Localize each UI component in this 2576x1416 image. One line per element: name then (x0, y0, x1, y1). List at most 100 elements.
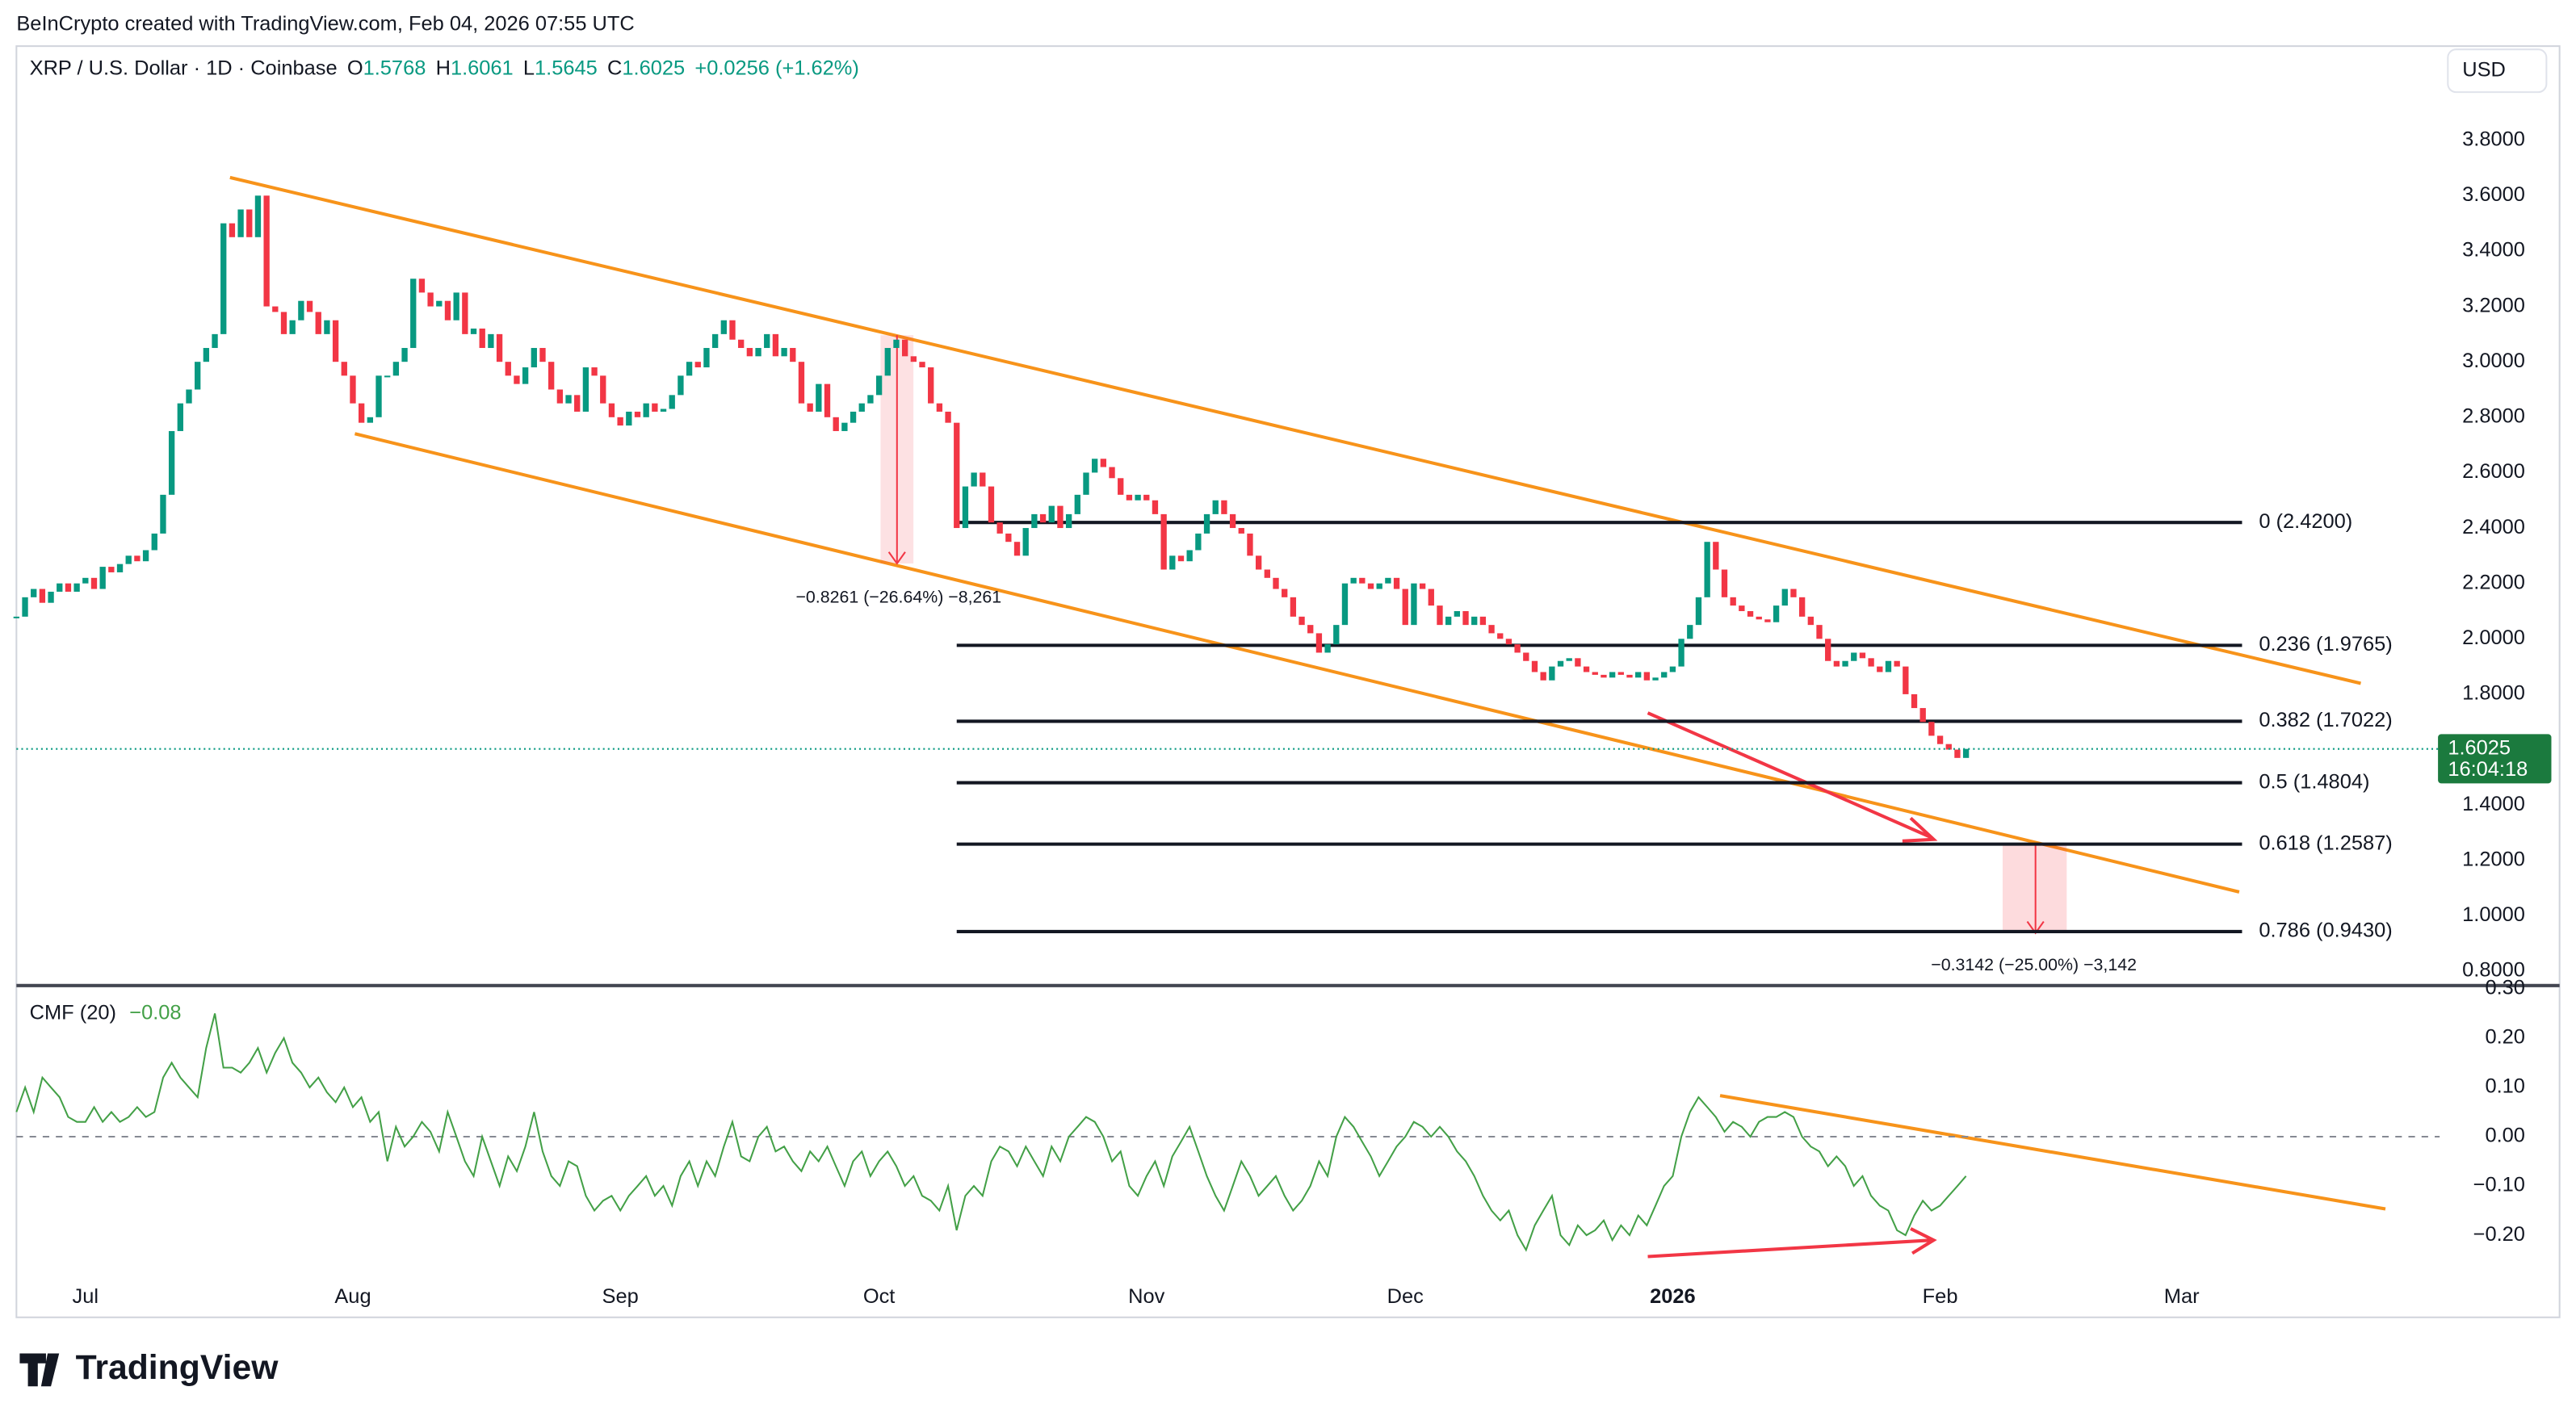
cmf-trendline (1719, 1094, 2386, 1211)
candle (1074, 494, 1080, 514)
candle (928, 367, 934, 404)
quote-value: 1.6061 (451, 57, 514, 79)
candle (1713, 542, 1719, 570)
candle (39, 589, 46, 603)
candle (1203, 513, 1210, 534)
y-tick-label: 3.4000 (2462, 239, 2525, 262)
candle (1764, 619, 1771, 622)
candle (1661, 672, 1668, 678)
channel-lower (354, 432, 2240, 894)
candle (1212, 500, 1219, 514)
candle (125, 555, 132, 564)
candle (1273, 577, 1279, 589)
candle (988, 486, 995, 523)
candle (1255, 555, 1262, 570)
candle (195, 362, 201, 390)
candle (496, 333, 503, 362)
candle (556, 389, 564, 404)
candle (678, 375, 684, 396)
candle (1781, 589, 1788, 606)
y-tick-label: 2.8000 (2462, 405, 2525, 428)
candle (1031, 513, 1038, 529)
candle (90, 577, 98, 589)
candle (1307, 625, 1314, 634)
candle (954, 422, 960, 529)
candle (384, 375, 391, 378)
candle (99, 567, 106, 589)
y-tick-label: 0.10 (2485, 1075, 2524, 1098)
candle (203, 348, 210, 362)
candle (1229, 513, 1236, 529)
candle (1385, 577, 1391, 584)
candle (1247, 533, 1253, 556)
candle (867, 395, 874, 404)
y-tick-label: 1.4000 (2462, 793, 2525, 815)
candle (1195, 533, 1202, 551)
candle (1437, 605, 1443, 626)
candle (755, 348, 761, 357)
candle (1048, 505, 1055, 523)
price-trend-arrow (1647, 711, 1933, 840)
candle (1652, 677, 1659, 681)
candle (246, 209, 253, 237)
candle (1868, 658, 1874, 667)
countdown: 16:04:18 (2448, 758, 2528, 781)
candle (332, 320, 339, 362)
candle (505, 362, 511, 376)
candle (790, 348, 796, 362)
y-tick-label: 1.2000 (2462, 848, 2525, 871)
candle (341, 362, 347, 376)
last-price: 1.6025 (2448, 736, 2511, 759)
candle (1160, 513, 1167, 570)
candle (1842, 660, 1848, 667)
candle (1479, 616, 1487, 626)
candle (807, 403, 813, 412)
candle (358, 403, 365, 423)
cmf-legend: CMF (20) −0.08 (30, 1001, 182, 1024)
candle (781, 348, 787, 357)
candle (1359, 577, 1366, 584)
candle (1471, 616, 1478, 626)
candle (1497, 633, 1504, 639)
candle (1039, 513, 1047, 523)
candle (13, 616, 20, 618)
candle (1816, 625, 1823, 639)
candle (1945, 744, 1952, 750)
candle (1790, 589, 1797, 597)
candle (850, 411, 857, 423)
candle (1333, 625, 1340, 645)
candle (22, 597, 28, 617)
y-tick-label: 3.6000 (2462, 183, 2525, 206)
candle (1583, 666, 1590, 672)
candle (703, 348, 710, 368)
candle (764, 333, 770, 349)
candle (1833, 660, 1840, 667)
candle (1730, 597, 1736, 606)
candle (591, 367, 598, 376)
candle (1100, 459, 1107, 467)
channel-upper (229, 175, 2361, 685)
candle (1851, 652, 1857, 661)
candle (1298, 616, 1305, 626)
candle (1454, 610, 1461, 617)
candle (1169, 555, 1176, 570)
y-tick-label: 0.8000 (2462, 959, 2525, 982)
candle (186, 389, 192, 404)
currency-button[interactable] (2447, 48, 2548, 94)
candle (901, 339, 908, 357)
candle (582, 367, 589, 412)
candle (1601, 674, 1607, 678)
candle (436, 300, 443, 307)
candle (1290, 597, 1297, 617)
candle (910, 356, 917, 362)
candle (1928, 722, 1935, 736)
candle (772, 333, 779, 357)
candle (1721, 569, 1728, 597)
candle (237, 209, 244, 237)
arrow-head (1910, 1227, 1937, 1255)
candle (1549, 666, 1555, 681)
candle (729, 320, 736, 340)
candle (600, 375, 606, 404)
brand-name: TradingView (76, 1348, 279, 1387)
candle (168, 430, 175, 495)
